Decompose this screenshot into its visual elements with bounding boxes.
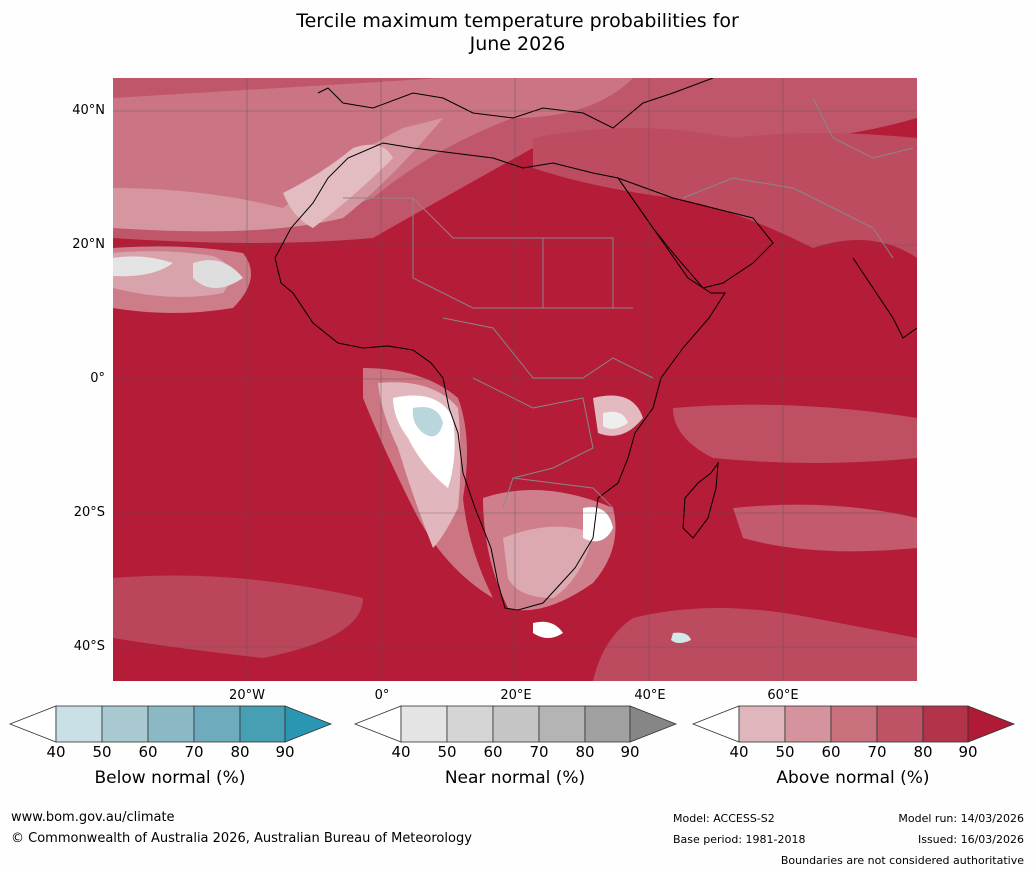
cbar1-seg0 — [353, 705, 402, 743]
cbar0-tick-60: 60 — [138, 743, 158, 761]
title-line-1: Tercile maximum temperature probabilitie… — [296, 10, 739, 32]
lat-label-20n: 20°N — [72, 237, 105, 252]
cbar1-tick-60: 60 — [483, 743, 503, 761]
cbar2-tick-70: 70 — [867, 743, 887, 761]
cbar0-seg1 — [55, 705, 103, 743]
colorbar-above-label: Above normal (%) — [776, 768, 930, 788]
cbar0-tick-90: 90 — [275, 743, 295, 761]
cbar2-seg3 — [830, 705, 878, 743]
cbar2-seg1 — [738, 705, 786, 743]
cbar0-seg0 — [8, 705, 57, 743]
colorbar-near-label: Near normal (%) — [444, 768, 586, 788]
cbar2-tick-90: 90 — [958, 743, 978, 761]
lon-label-0: 0° — [374, 688, 390, 703]
colorbar-above-normal — [691, 705, 1016, 743]
colorbar-above-graphic — [691, 705, 1016, 743]
cbar0-seg5 — [239, 705, 286, 743]
footer-website: www.bom.gov.au/climate — [11, 810, 175, 825]
cbar1-seg5 — [584, 705, 631, 743]
lon-label-20e: 20°E — [500, 688, 532, 703]
cbar2-seg0 — [691, 705, 740, 743]
map-graphic — [113, 78, 917, 681]
colorbar-below-normal — [8, 705, 333, 743]
footer-disclaimer: Boundaries are not considered authoritat… — [780, 854, 1024, 867]
cbar1-seg6 — [629, 705, 678, 743]
lat-label-0: 0° — [90, 371, 105, 386]
colorbar-below-label: Below normal (%) — [94, 768, 246, 788]
cbar0-tick-40: 40 — [46, 743, 66, 761]
footer-model: Model: ACCESS-S2 — [673, 812, 775, 825]
cbar2-tick-40: 40 — [729, 743, 749, 761]
footer-base-period: Base period: 1981-2018 — [673, 833, 806, 846]
cbar2-seg4 — [876, 705, 924, 743]
title-line-2: June 2026 — [469, 33, 566, 55]
cbar0-seg2 — [101, 705, 149, 743]
cbar1-seg4 — [538, 705, 586, 743]
cbar1-seg2 — [446, 705, 494, 743]
cbar1-tick-80: 80 — [575, 743, 595, 761]
cbar0-tick-70: 70 — [184, 743, 204, 761]
lon-label-60e: 60°E — [767, 688, 799, 703]
footer-issued: Issued: 16/03/2026 — [917, 833, 1024, 846]
cbar2-tick-80: 80 — [913, 743, 933, 761]
cbar2-seg5 — [922, 705, 969, 743]
footer-copyright: © Commonwealth of Australia 2026, Austra… — [11, 831, 472, 846]
lat-label-20s: 20°S — [73, 505, 105, 520]
cbar1-tick-40: 40 — [391, 743, 411, 761]
lat-label-40s: 40°S — [73, 639, 105, 654]
cbar0-seg3 — [147, 705, 195, 743]
cbar1-tick-90: 90 — [620, 743, 640, 761]
map-title: Tercile maximum temperature probabilitie… — [0, 10, 1035, 56]
cbar1-tick-70: 70 — [529, 743, 549, 761]
lon-label-40e: 40°E — [634, 688, 666, 703]
cbar0-tick-50: 50 — [92, 743, 112, 761]
cbar2-tick-60: 60 — [821, 743, 841, 761]
colorbar-below-graphic — [8, 705, 333, 743]
cbar1-seg1 — [400, 705, 448, 743]
footer-model-run: Model run: 14/03/2026 — [898, 812, 1024, 825]
cbar2-tick-50: 50 — [775, 743, 795, 761]
probability-map — [113, 78, 917, 681]
lon-label-20w: 20°W — [229, 688, 265, 703]
lat-label-40n: 40°N — [72, 103, 105, 118]
cbar0-tick-80: 80 — [230, 743, 250, 761]
colorbar-near-graphic — [353, 705, 678, 743]
cbar2-seg2 — [784, 705, 832, 743]
cbar2-seg6 — [967, 705, 1016, 743]
colorbar-near-normal — [353, 705, 678, 743]
cbar1-tick-50: 50 — [437, 743, 457, 761]
cbar0-seg6 — [284, 705, 333, 743]
cbar0-seg4 — [193, 705, 241, 743]
cbar1-seg3 — [492, 705, 540, 743]
